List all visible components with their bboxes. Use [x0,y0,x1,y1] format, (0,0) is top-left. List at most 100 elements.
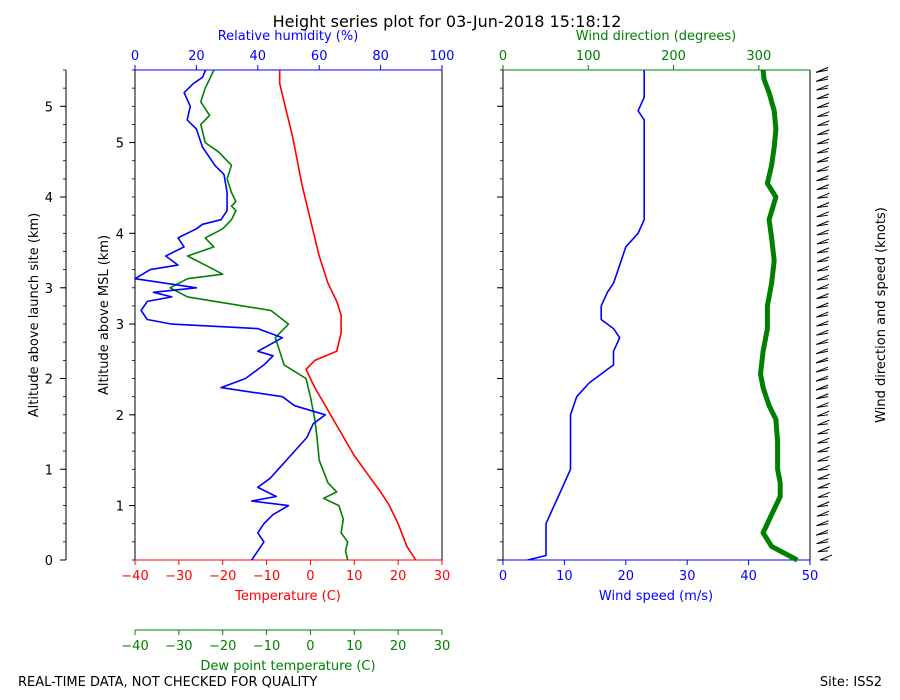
wind-barb-flag [815,375,829,382]
wind-barb-flag [816,220,829,227]
wind-barb-flag [816,238,830,245]
wind-direction-axis-label: Wind direction (degrees) [576,29,736,44]
inner-altitude-label: Altitude above MSL (km) [97,235,112,395]
wind-barb-flag [817,473,830,480]
wind-barb-flag [816,147,830,154]
wind-speed-tick-label: 20 [618,569,635,584]
wind-barb-flag [815,357,829,364]
wind-barb-shaft [817,495,829,498]
wind-barb-flag [817,419,830,426]
wind-barb-flag [816,510,830,517]
wind-barb-flag [816,202,830,208]
temperature-tick-label: 30 [434,569,451,584]
outer-altitude-label: Altitude above launch site (km) [27,213,42,417]
wind-barb-flag [816,247,830,254]
wind-barb-shaft [817,432,829,435]
wind-barb-flag [816,538,829,545]
temperature-tick-label: 10 [346,569,363,584]
wind-barb-shaft [817,196,829,199]
wind-barb-flag [817,446,830,453]
wind-barb-shaft [817,505,829,508]
wind-barb-flag [817,437,830,444]
wind-panel [502,69,811,561]
wind-barb-flag [817,491,831,498]
wind-barb-flag [817,464,830,471]
wind-barb-flag [815,66,829,73]
wind-barb-axis-label: Wind direction and speed (knots) [874,207,889,423]
wind-barb-flag [815,384,829,391]
wind-barb-flag [817,111,830,118]
temperature-tick-label: 20 [390,569,407,584]
wind-barb-flag [816,102,830,109]
outer-altitude-tick-label: 4 [45,191,53,206]
wind-barb-flag [817,455,830,462]
wind-barb-flag [816,175,829,182]
wind-barb-flag [817,129,830,136]
wind-direction-line [758,69,799,563]
wind-barb-flag [816,410,830,417]
inner-altitude-tick-label: 3 [116,318,124,333]
wind-speed-line [527,70,646,561]
wind-barb-flag [816,229,830,236]
wind-barb-flag [817,138,830,145]
wind-barb-shaft [817,550,829,553]
outer-altitude-tick-label: 3 [45,282,53,297]
outer-altitude-tick-label: 1 [45,463,53,478]
wind-speed-axis-label: Wind speed (m/s) [599,589,713,604]
wind-direction-tick-label: 300 [746,49,771,64]
dew-point-temperature-line [169,69,349,561]
wind-speed-tick-label: 50 [802,569,819,584]
wind-barb-shaft [817,477,829,480]
temperature-tick-label: −30 [165,569,192,584]
wind-barb-flag [815,366,829,373]
wind-speed-tick-label: 30 [679,569,696,584]
wind-barb-flag [815,529,829,536]
dewpoint-tick-label: 0 [306,639,314,654]
temperature-tick-label: −20 [209,569,236,584]
humidity-tick-label: 40 [250,49,267,64]
inner-altitude-tick-label: 2 [116,409,124,424]
humidity-tick-label: 60 [311,49,328,64]
wind-barb-flag [815,75,829,82]
wind-barb-shaft [817,450,829,453]
wind-barb-flag [817,120,830,127]
temperature-tick-label: 0 [306,569,314,584]
wind-barb-flag [816,184,829,191]
wind-barb-flag [816,520,829,527]
wind-barb-shaft [817,468,829,471]
outer-altitude-tick-label: 5 [45,100,53,115]
dewpoint-tick-label: −20 [209,639,236,654]
inner-altitude-tick-label: 5 [116,137,124,152]
wind-barb-flag [817,192,830,199]
wind-barb-flag [816,265,830,272]
humidity-tick-label: 80 [372,49,389,64]
inner-altitude-tick-label: 4 [116,227,124,242]
wind-direction-tick-label: 200 [661,49,686,64]
wind-barb-flag [816,293,829,300]
wind-barb-flag [816,402,829,408]
dewpoint-axis-label: Dew point temperature (C) [200,659,375,674]
wind-barb-flag [817,501,830,508]
wind-barb-flag [817,546,831,553]
wind-barb-flag [819,554,833,561]
dewpoint-tick-label: 20 [390,639,407,654]
dewpoint-tick-label: −10 [253,639,280,654]
wind-barb-flag [816,274,830,281]
chart-title: Height series plot for 03-Jun-2018 15:18… [273,12,622,31]
wind-barb-flag [817,428,830,435]
wind-barb-flag [816,84,829,91]
footer-quality-note: REAL-TIME DATA, NOT CHECKED FOR QUALITY [18,675,317,690]
axis-ticks [60,65,811,635]
dewpoint-tick-label: 30 [434,639,451,654]
wind-barb-flag [816,320,829,327]
wind-barbs [815,66,833,561]
outer-altitude-tick-label: 0 [45,554,53,569]
wind-speed-tick-label: 0 [499,569,507,584]
temperature-tick-label: −40 [121,569,148,584]
wind-barb-flag [816,302,829,309]
humidity-axis-label: Relative humidity (%) [218,29,359,44]
temperature-tick-label: −10 [253,569,280,584]
outer-altitude-tick-label: 2 [45,373,53,388]
temperature-axis-label: Temperature (C) [234,589,341,604]
